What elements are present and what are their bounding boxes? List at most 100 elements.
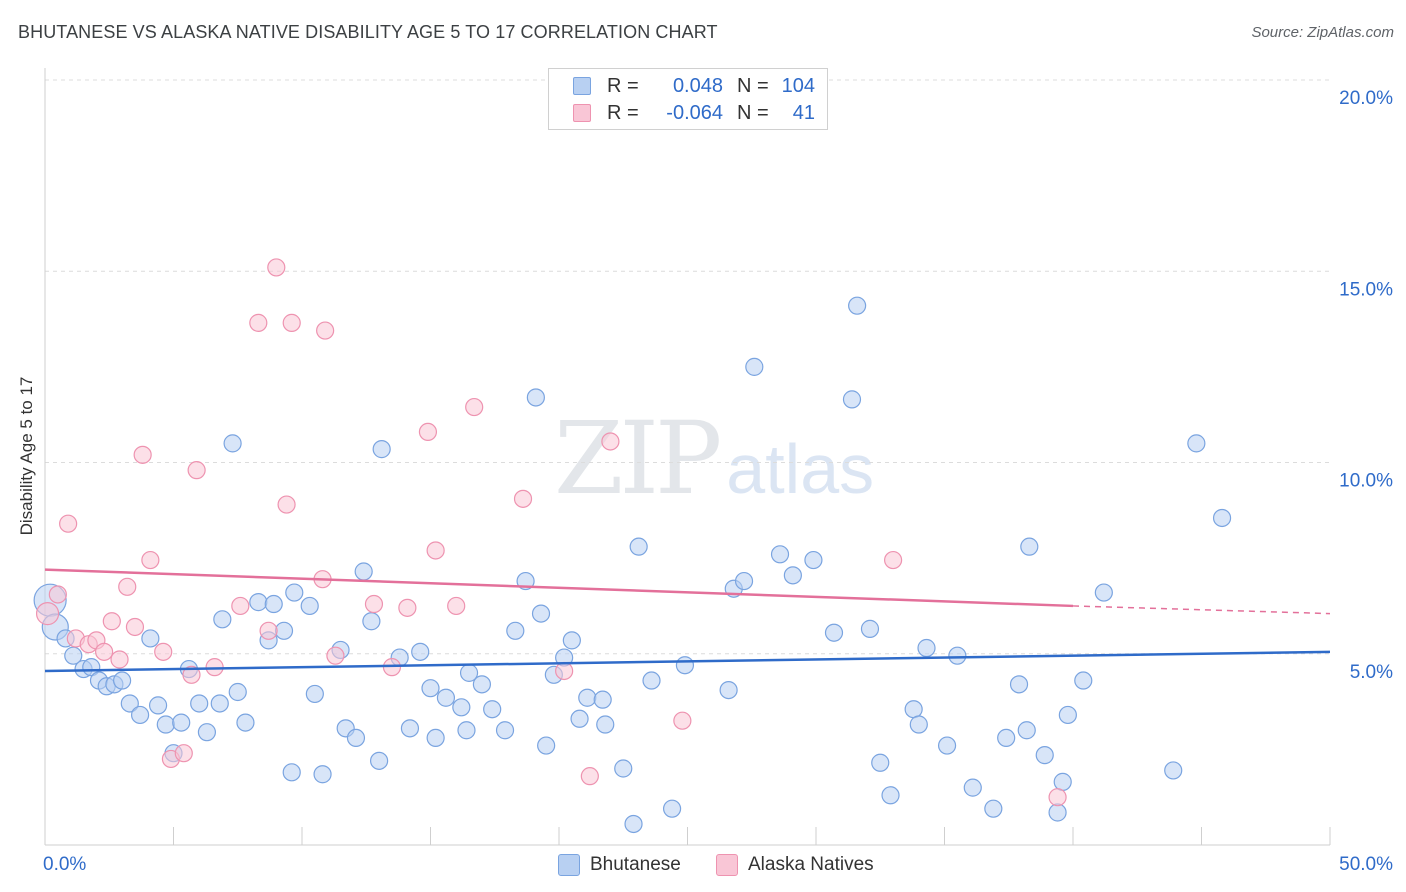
bhutanese-point xyxy=(172,713,191,732)
alaska-natives-point xyxy=(154,642,173,661)
bhutanese-point xyxy=(236,713,255,732)
watermark-atlas: atlas xyxy=(726,430,875,508)
bhutanese-point xyxy=(881,786,900,805)
bhutanese-point xyxy=(596,715,615,734)
y-tick-label: 20.0% xyxy=(1339,88,1393,109)
legend-swatch-blue xyxy=(573,77,591,95)
bhutanese-point xyxy=(141,629,160,648)
y-tick-label: 15.0% xyxy=(1339,279,1393,300)
bhutanese-point xyxy=(1020,537,1039,556)
alaska-natives-point xyxy=(447,596,466,616)
alaska-natives-point xyxy=(580,767,599,786)
legend-item-bhutanese: Bhutanese xyxy=(558,852,681,878)
watermark: ZIP atlas xyxy=(554,400,874,517)
x-tick-label: 50.0% xyxy=(1339,854,1393,875)
bhutanese-point xyxy=(1035,746,1054,765)
bhutanese-point xyxy=(860,619,880,638)
bhutanese-point xyxy=(948,646,967,665)
bhutanese-point xyxy=(264,594,283,614)
bhutanese-point xyxy=(436,688,456,707)
alaska-natives-point xyxy=(316,321,335,340)
legend-label-alaska-natives: Alaska Natives xyxy=(748,854,874,875)
bhutanese-point xyxy=(734,571,754,591)
alaska-natives-point xyxy=(231,596,250,616)
legend-swatch-blue xyxy=(558,854,580,876)
bhutanese-trend-line xyxy=(44,650,1331,673)
bhutanese-point xyxy=(354,562,373,581)
alaska-natives-point xyxy=(398,598,417,617)
bhutanese-point xyxy=(624,814,643,834)
bhutanese-point xyxy=(120,694,139,713)
bhutanese-point xyxy=(570,709,589,728)
bhutanese-point xyxy=(190,694,209,713)
alaska-natives-point xyxy=(35,601,60,626)
alaska-natives-point xyxy=(110,650,129,669)
bhutanese-point xyxy=(904,700,923,719)
n-value: 41 xyxy=(792,101,815,124)
bhutanese-point xyxy=(963,778,982,797)
alaska-natives-point xyxy=(95,642,114,661)
bhutanese-point xyxy=(842,390,862,409)
n-label: N = xyxy=(737,101,769,124)
bhutanese-point xyxy=(593,690,612,709)
bhutanese-point xyxy=(629,537,648,556)
bhutanese-point xyxy=(1009,675,1029,694)
legend-swatch-pink xyxy=(716,854,738,876)
x-tick-label: 0.0% xyxy=(43,854,86,875)
alaska-natives-point xyxy=(249,313,268,332)
bhutanese-point xyxy=(1017,721,1036,740)
alaska-natives-point xyxy=(513,489,533,508)
alaska-natives-point xyxy=(174,744,193,763)
bhutanese-point xyxy=(1164,761,1183,780)
y-axis-label: Disability Age 5 to 17 xyxy=(17,376,36,536)
alaska-natives-point xyxy=(59,514,78,533)
bhutanese-point xyxy=(562,631,581,650)
n-label: N = xyxy=(737,74,769,97)
bhutanese-point xyxy=(871,753,890,772)
bhutanese-point xyxy=(213,610,232,629)
alaska-natives-point xyxy=(259,621,278,640)
alaska-natives-point xyxy=(1048,788,1067,807)
bhutanese-point xyxy=(578,688,597,707)
bhutanese-point xyxy=(223,434,242,453)
alaska-natives-point xyxy=(125,617,145,637)
bhutanese-point xyxy=(452,698,471,717)
alaska-natives-point xyxy=(267,258,286,277)
alaska-natives-point xyxy=(673,711,692,730)
bhutanese-point xyxy=(997,728,1016,748)
bhutanese-point xyxy=(662,799,682,818)
alaska-natives-point xyxy=(364,594,384,614)
bhutanese-point xyxy=(770,545,790,564)
bhutanese-point xyxy=(783,566,802,585)
alaska-natives-point xyxy=(133,445,152,464)
bhutanese-point xyxy=(824,623,844,642)
bhutanese-point xyxy=(130,705,150,725)
bhutanese-point xyxy=(346,728,366,748)
bhutanese-point xyxy=(1094,583,1113,602)
bhutanese-point xyxy=(411,642,430,661)
bhutanese-point xyxy=(531,604,551,623)
alaska-natives-point xyxy=(326,646,345,665)
bhutanese-point xyxy=(506,621,525,640)
bhutanese-point xyxy=(305,684,324,704)
y-tick-label: 10.0% xyxy=(1339,471,1393,492)
bhutanese-point xyxy=(249,593,268,612)
bhutanese-point xyxy=(1048,803,1067,822)
r-label: R = xyxy=(607,74,639,97)
bhutanese-point xyxy=(362,612,381,631)
alaska-natives-point xyxy=(277,495,296,514)
bhutanese-point xyxy=(472,675,491,694)
bhutanese-point xyxy=(426,728,445,748)
legend-label-bhutanese: Bhutanese xyxy=(590,854,681,875)
alaska-natives-point xyxy=(182,665,201,684)
alaska-natives-point xyxy=(555,661,574,681)
source-label: Source: ZipAtlas.com xyxy=(1251,24,1394,41)
bhutanese-point xyxy=(909,715,928,734)
legend-item-alaska-natives: Alaska Natives xyxy=(716,852,874,878)
bhutanese-point xyxy=(614,759,633,778)
alaska-natives-trend-line xyxy=(44,568,1074,608)
bhutanese-point xyxy=(148,696,168,715)
bhutanese-point xyxy=(984,799,1003,818)
bhutanese-point xyxy=(526,388,545,407)
